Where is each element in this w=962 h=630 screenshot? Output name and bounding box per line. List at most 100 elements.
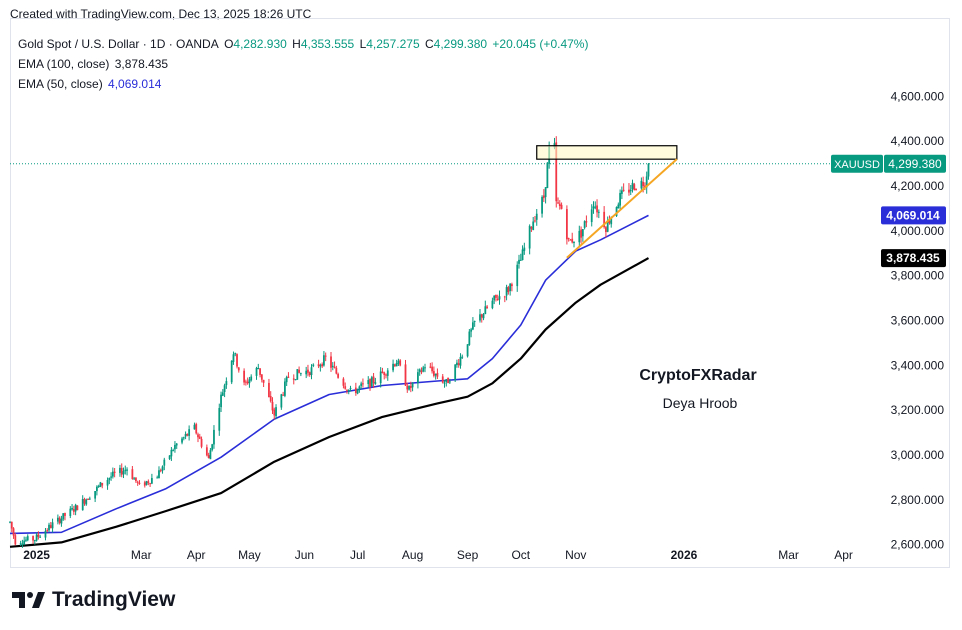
candle-body — [257, 368, 260, 370]
candle-body — [484, 306, 487, 315]
candle-body — [482, 314, 485, 319]
candle-body — [168, 455, 171, 460]
candle-body — [457, 363, 460, 366]
candle-body — [619, 193, 622, 206]
candle-body — [198, 436, 201, 439]
candle-body — [10, 521, 13, 529]
candle-body — [126, 469, 128, 471]
candle-body — [143, 482, 146, 486]
candle-body — [319, 365, 322, 367]
last-price-tag-bg — [884, 154, 946, 173]
legend-ohlc-row: Gold Spot / U.S. Dollar · 1D · OANDA O4,… — [18, 34, 590, 54]
candle-body — [590, 209, 593, 223]
candle-body — [544, 187, 547, 198]
candle-body — [486, 306, 488, 309]
candle-body — [503, 296, 506, 298]
candle-body — [255, 367, 258, 376]
candle-body — [120, 468, 123, 475]
candle-body — [518, 259, 520, 264]
candle-body — [33, 540, 36, 542]
legend-ema50-row: EMA (50, close) 4,069.014 — [18, 74, 590, 94]
y-axis: 2,600.000 2,800.000 3,000.000 3,200.000 3,40… — [891, 89, 945, 551]
candle-body — [346, 389, 348, 391]
x-tick-label: 2026 — [671, 548, 698, 562]
candle-body — [511, 284, 513, 287]
candle-body — [87, 498, 89, 500]
legend-ema100-value: 3,878.435 — [114, 57, 169, 71]
candle-body — [49, 525, 52, 528]
candle-body — [569, 239, 572, 241]
candle-body — [218, 408, 221, 431]
x-tick-label: Apr — [187, 548, 206, 562]
candle-body — [560, 204, 563, 209]
legend-title: Gold Spot / U.S. Dollar · 1D · OANDA — [18, 37, 219, 51]
candle-body — [578, 230, 581, 243]
candle-body — [44, 530, 47, 538]
candle-body — [246, 381, 249, 384]
candle-body — [429, 366, 432, 368]
legend-change: +20.045 (+0.47%) — [492, 37, 589, 51]
candle-body — [330, 356, 332, 368]
candle-body — [461, 356, 464, 358]
candle-body — [473, 320, 476, 322]
candle-body — [312, 364, 315, 367]
candle-body — [25, 539, 27, 541]
candle-body — [287, 376, 290, 378]
candle-body — [381, 371, 384, 373]
candle-body — [324, 355, 327, 357]
candle-body — [509, 283, 512, 292]
candle-body — [323, 355, 325, 366]
x-tick-label: Jun — [295, 548, 314, 562]
legend-ema50-value: 4,069.014 — [108, 77, 162, 91]
legend-low: 4,257.275 — [366, 37, 420, 51]
x-tick-label: 2025 — [23, 548, 50, 562]
candle-body — [480, 314, 483, 318]
candle-body — [225, 381, 228, 386]
x-tick-label: Nov — [565, 548, 586, 562]
candle-body — [645, 176, 648, 188]
y-tick-label: 3,000.000 — [891, 448, 945, 462]
y-tick-label: 3,200.000 — [891, 403, 945, 417]
candle-body — [335, 367, 338, 374]
candle-body — [35, 534, 38, 541]
candle-body — [635, 188, 637, 190]
drawings[interactable] — [536, 145, 678, 259]
candle-body — [209, 450, 212, 460]
candle-body — [88, 498, 91, 500]
candle-body — [456, 362, 458, 366]
candle-body — [521, 249, 524, 261]
candle-body — [571, 238, 574, 243]
ema50-tag: 4,069.014 — [886, 208, 940, 222]
candle-body — [197, 434, 199, 438]
candle-body — [96, 486, 98, 492]
candle-body — [530, 227, 533, 229]
candle-body — [97, 485, 100, 487]
candle-body — [344, 386, 347, 389]
candle-body — [369, 378, 371, 388]
candle-body — [170, 449, 173, 457]
candle-body — [133, 478, 136, 480]
candle-body — [557, 202, 559, 204]
y-tick-label: 4,400.000 — [891, 134, 945, 148]
candle-body — [358, 386, 361, 389]
candle-body — [583, 221, 586, 228]
chart-frame — [10, 18, 950, 568]
candle-body — [447, 378, 449, 384]
tradingview-brand[interactable]: TradingView — [12, 588, 175, 612]
last-price-tag: 4,299.380 — [888, 157, 942, 171]
candle-body — [48, 524, 50, 531]
candle-body — [23, 540, 26, 545]
candle-body — [62, 513, 65, 520]
candle-body — [271, 401, 274, 411]
candle-body — [232, 354, 235, 362]
candle-body — [181, 438, 183, 443]
candle-body — [496, 298, 499, 301]
candle-body — [307, 369, 309, 373]
candle-body — [470, 329, 473, 332]
candle-body — [149, 483, 152, 485]
candle-body — [542, 195, 545, 199]
candle-body — [397, 360, 400, 364]
candle-body — [431, 366, 434, 372]
candle-body — [64, 513, 66, 516]
